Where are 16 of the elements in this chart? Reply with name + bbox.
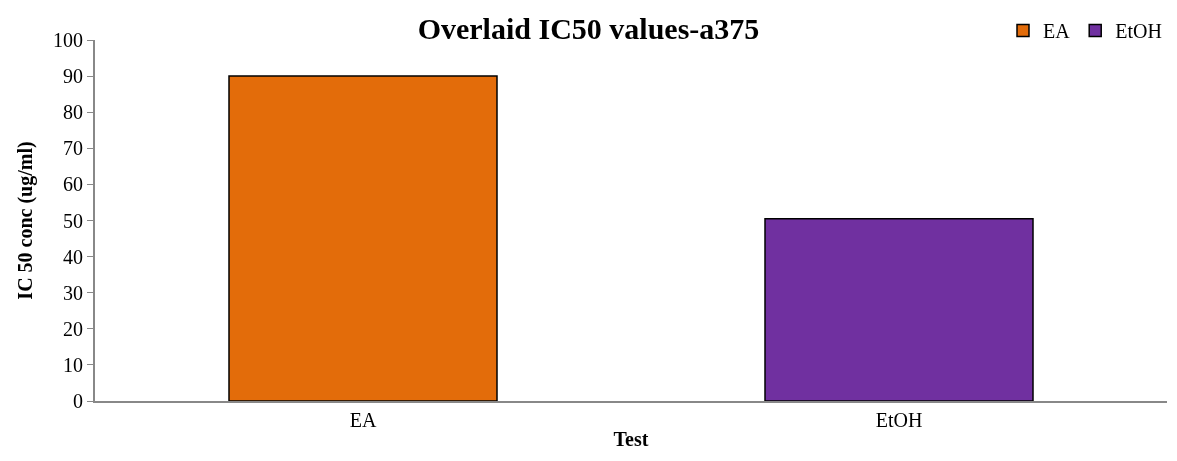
chart-title: Overlaid IC50 values-a375 [417,12,760,46]
y-tick-label: 40 [63,245,83,268]
y-tick-label: 20 [63,317,83,340]
y-tick-label: 60 [63,173,83,196]
legend-label: EtOH [1115,20,1162,43]
y-tick-label: 80 [63,101,83,124]
y-tick-label: 100 [53,29,83,51]
y-tick-label: 50 [63,209,83,232]
legend-label: EA [1043,20,1071,43]
y-tick-label: 30 [63,281,83,304]
y-tick-label: 90 [63,65,83,88]
y-axis-title: IC 50 conc (ug/ml) [14,141,37,300]
y-tick-label: 0 [73,390,83,412]
y-tick-label: 10 [63,353,83,376]
y-tick-label: 70 [63,137,83,160]
x-axis-title: Test [613,428,649,450]
